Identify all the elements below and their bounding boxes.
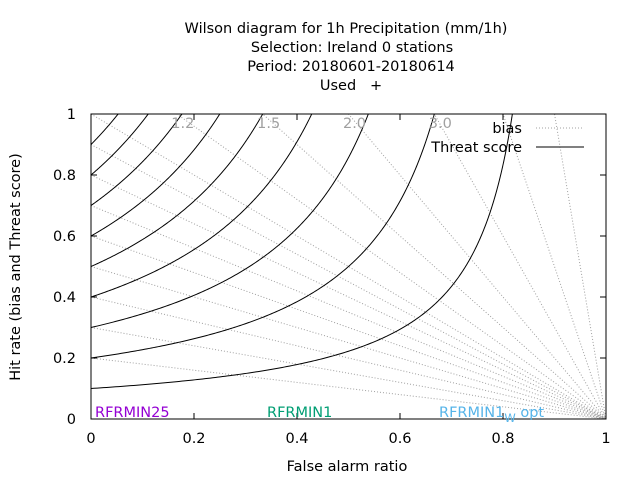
threat-score-line-0-4 [91,114,313,298]
x-tick-label: 0 [86,431,95,447]
x-axis-label: False alarm ratio [287,459,408,475]
bias-lines [91,114,606,419]
y-tick-label: 0.4 [53,290,76,306]
bias-line-0-4 [91,296,606,419]
axis-ticks: 0 0.2 0.4 0.6 0.8 1 0 0.2 0.4 0.6 0.8 1 [53,107,611,447]
title-line-1: Wilson diagram for 1h Precipitation (mm/… [185,21,508,37]
x-tick-label: 0.2 [182,431,205,447]
bias-line-1-2 [175,114,606,419]
bias-line-labels: 1.2 1.5 2.0 3.0 [171,116,452,132]
bias-line-0-5 [91,266,606,419]
y-tick-label: 0.8 [53,168,76,184]
experiment-label-rfrmin25: RFRMIN25 [95,405,170,421]
x-tick-label: 0.8 [491,431,514,447]
y-tick-label: 1 [67,107,76,123]
bias-line-0-2 [91,357,606,419]
bias-line-1 [91,114,606,419]
bias-label-3-0: 3.0 [429,116,452,132]
y-tick-label: 0.6 [53,229,76,245]
y-axis-label: Hit rate (bias and Threat score) [8,153,24,381]
threat-score-lines [91,114,513,389]
x-tick-label: 1 [601,431,610,447]
plot-frame [90,113,607,420]
threat-score-line-0-5 [91,114,264,267]
threat-score-line-0-6 [91,114,221,237]
experiment-label-rfrmin1: RFRMIN1 [267,405,332,421]
chart-title: Wilson diagram for 1h Precipitation (mm/… [185,21,508,94]
legend-label-bias: bias [492,121,522,137]
experiment-label-rfrmin1-w-opt: RFRMIN1W opt [439,405,544,425]
threat-score-line-0-8 [91,114,149,176]
y-tick-label: 0 [67,412,76,428]
title-line-2: Selection: Ireland 0 stations [251,40,453,56]
threat-score-line-0-7 [91,114,183,206]
legend-label-threat-score: Threat score [430,140,522,156]
threat-score-line-0-3 [91,114,369,328]
bias-line-5 [502,114,606,419]
experiment-labels: RFRMIN25 RFRMIN1 RFRMIN1W opt [95,405,544,425]
threat-score-line-0-2 [91,114,435,359]
y-tick-label: 0.2 [53,351,76,367]
legend: bias Threat score [430,121,584,156]
title-line-3: Period: 20180601-20180614 [247,59,455,75]
bias-label-2-0: 2.0 [343,116,366,132]
x-tick-label: 0.6 [388,431,411,447]
threat-score-line-0-9 [91,114,119,145]
bias-line-0-6 [91,235,606,419]
bias-line-0-8 [91,174,606,419]
threat-score-line-0-1 [91,114,513,389]
bias-label-1-5: 1.5 [257,116,280,132]
title-line-4: Used + [320,78,382,94]
x-tick-label: 0.4 [285,431,308,447]
bias-label-1-2: 1.2 [171,116,194,132]
bias-line-0-9 [91,144,606,419]
bias-line-0-7 [91,205,606,419]
